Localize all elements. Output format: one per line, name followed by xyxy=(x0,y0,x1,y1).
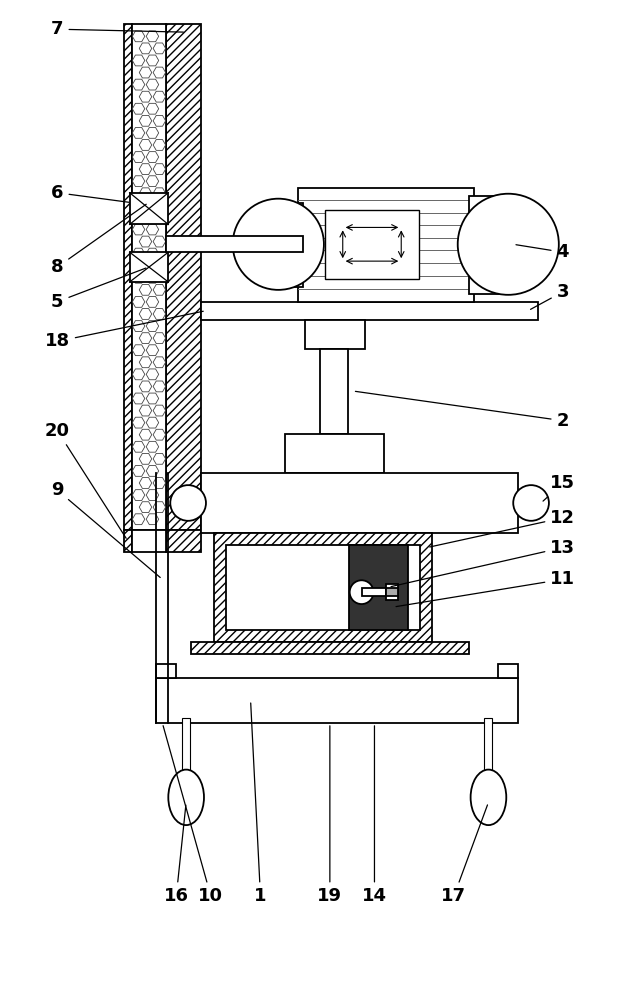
Ellipse shape xyxy=(470,770,506,825)
Circle shape xyxy=(233,199,324,290)
Text: 7: 7 xyxy=(51,20,184,38)
Bar xyxy=(166,24,201,530)
Bar xyxy=(130,193,169,224)
Bar xyxy=(166,236,303,252)
Text: 8: 8 xyxy=(51,204,146,276)
Text: 12: 12 xyxy=(430,509,576,547)
Text: 16: 16 xyxy=(164,805,189,905)
Text: 15: 15 xyxy=(543,474,576,501)
Text: 18: 18 xyxy=(45,311,203,350)
Text: 11: 11 xyxy=(396,570,576,607)
Bar xyxy=(201,473,518,533)
Text: 10: 10 xyxy=(163,726,223,905)
Bar xyxy=(201,302,538,320)
Circle shape xyxy=(350,580,374,604)
Bar xyxy=(386,584,398,600)
Circle shape xyxy=(513,485,549,521)
Text: 19: 19 xyxy=(318,726,342,905)
Bar xyxy=(130,252,169,282)
Bar xyxy=(157,678,518,723)
Bar xyxy=(325,210,419,279)
Bar xyxy=(348,545,408,630)
Bar xyxy=(469,196,506,294)
Bar xyxy=(362,588,386,596)
Text: 1: 1 xyxy=(251,703,267,905)
Text: 4: 4 xyxy=(516,243,569,261)
Bar xyxy=(124,24,131,530)
Bar xyxy=(131,24,166,530)
Bar xyxy=(166,530,201,552)
Bar xyxy=(305,320,365,349)
Circle shape xyxy=(170,485,206,521)
Bar xyxy=(191,642,469,654)
Text: 3: 3 xyxy=(530,283,569,309)
Text: 20: 20 xyxy=(45,422,126,538)
Bar xyxy=(270,203,303,287)
Text: 14: 14 xyxy=(362,726,387,905)
Ellipse shape xyxy=(169,770,204,825)
Bar xyxy=(182,718,190,797)
Bar xyxy=(298,188,474,302)
Bar xyxy=(484,718,493,797)
Bar xyxy=(226,545,420,630)
Bar xyxy=(157,664,176,678)
Bar xyxy=(214,533,432,642)
Text: 9: 9 xyxy=(51,481,160,577)
Bar xyxy=(124,530,131,552)
Bar xyxy=(131,530,166,552)
Text: 2: 2 xyxy=(355,391,569,430)
Bar xyxy=(286,434,384,473)
Text: 17: 17 xyxy=(442,805,487,905)
Text: 13: 13 xyxy=(391,539,576,587)
Bar xyxy=(498,664,518,678)
Text: 5: 5 xyxy=(51,268,146,311)
Circle shape xyxy=(458,194,559,295)
Bar xyxy=(320,349,348,434)
Text: 6: 6 xyxy=(51,184,129,202)
Bar xyxy=(386,588,398,596)
